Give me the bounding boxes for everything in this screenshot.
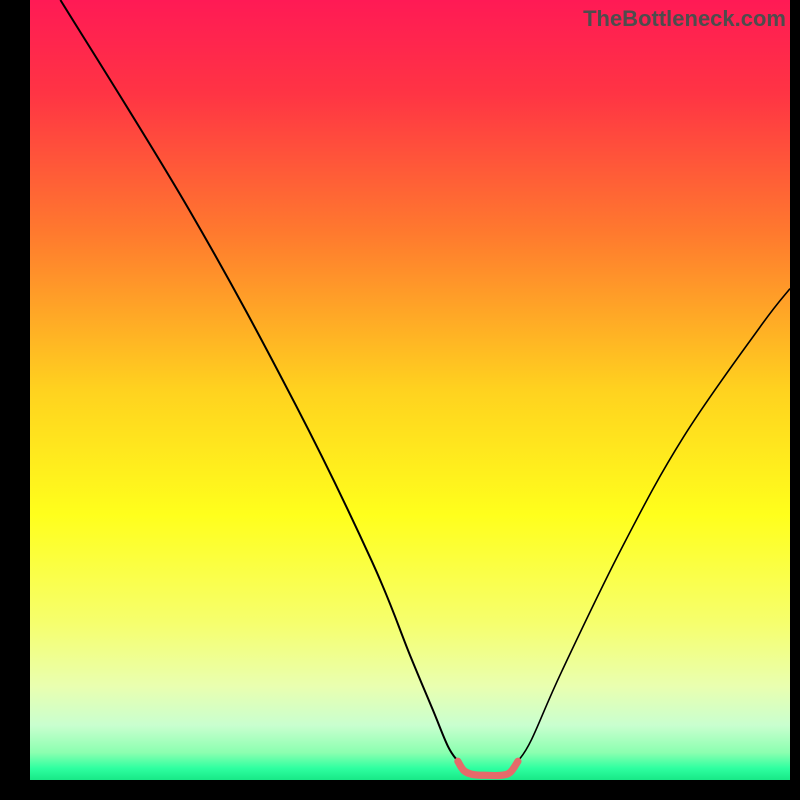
gradient-background: [30, 0, 790, 780]
right-border: [790, 0, 800, 800]
bottleneck-curve-chart: [0, 0, 800, 800]
bottom-border: [0, 780, 800, 800]
chart-container: TheBottleneck.com: [0, 0, 800, 800]
left-border: [0, 0, 30, 800]
attribution-label: TheBottleneck.com: [583, 6, 786, 32]
